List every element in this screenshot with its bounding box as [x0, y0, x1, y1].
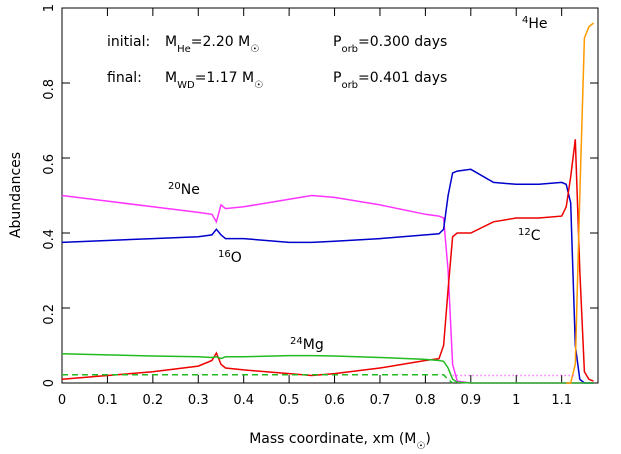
- abundance-line: [62, 374, 454, 384]
- series-label-run: He: [528, 16, 547, 32]
- series-label: 4He: [522, 15, 548, 33]
- series-label-run: 4: [522, 15, 528, 26]
- y-tick-label: 0.6: [42, 154, 57, 175]
- annotation-run: M: [165, 34, 177, 50]
- annotation-run: orb: [341, 80, 358, 91]
- x-tick-label: 1: [512, 393, 520, 408]
- abundance-line: [61, 168, 594, 384]
- y-tick-label: 0.4: [42, 229, 57, 250]
- y-tick-label: 1: [42, 4, 57, 12]
- annotation-run: P: [333, 34, 341, 50]
- annotation-run: M: [165, 70, 177, 86]
- annotation-run: He: [177, 44, 191, 55]
- annotation-run: initial:: [107, 34, 150, 50]
- annotation: Porb=0.401 days: [333, 70, 447, 91]
- series-label-run: 16: [218, 249, 231, 260]
- abundance-line: [61, 139, 594, 382]
- annotation: initial:: [107, 34, 150, 50]
- y-tick-label: 0.2: [42, 304, 57, 325]
- series-label: 16O: [218, 249, 242, 267]
- x-tick-label: 0.2: [143, 393, 164, 408]
- annotation-run: =1.17 M: [195, 70, 254, 86]
- series-label-run: 20: [168, 181, 181, 192]
- annotation-run: =0.300 days: [358, 34, 447, 50]
- x-tick-label: 0.7: [370, 393, 391, 408]
- annotation-run: ☉: [254, 80, 263, 91]
- x-tick-label: 0.9: [460, 393, 481, 408]
- annotation-run: final:: [107, 70, 142, 86]
- x-axis-label-run: Mass coordinate, xm (M: [249, 431, 416, 447]
- plot-frame: [61, 7, 599, 384]
- annotation-run: =2.20 M: [191, 34, 250, 50]
- series-label-run: 24: [290, 336, 303, 347]
- series-label-run: O: [231, 250, 242, 266]
- x-axis-label-run: ): [425, 431, 430, 447]
- annotation-run: ☉: [250, 44, 259, 55]
- abundance-line: [566, 22, 594, 384]
- annotation-run: =0.401 days: [358, 70, 447, 86]
- abundance-line: [61, 194, 594, 384]
- y-tick-label: 0.8: [42, 79, 57, 100]
- annotation: MWD=1.17 M☉: [165, 70, 263, 91]
- abundance-line: [61, 353, 594, 384]
- annotation: Porb=0.300 days: [333, 34, 447, 55]
- annotation: final:: [107, 70, 142, 86]
- annotation-run: WD: [177, 80, 195, 91]
- series-label-run: Mg: [303, 337, 324, 353]
- x-tick-label: 0.6: [324, 393, 345, 408]
- annotation-run: P: [333, 70, 341, 86]
- series-label: 12C: [518, 227, 541, 245]
- series-label: 24Mg: [290, 336, 324, 354]
- x-tick-label: 0.1: [97, 393, 118, 408]
- series-label-run: 12: [518, 227, 531, 238]
- x-axis-label: Mass coordinate, xm (M☉): [249, 431, 431, 452]
- x-tick-label: 0.4: [233, 393, 254, 408]
- series-label-run: Ne: [181, 182, 200, 198]
- annotation: MHe=2.20 M☉: [165, 34, 259, 55]
- y-axis-label: Abundances: [8, 152, 24, 238]
- series-label: 20Ne: [168, 181, 200, 199]
- x-tick-label: 0.8: [415, 393, 436, 408]
- x-tick-label: 1.1: [551, 393, 572, 408]
- y-tick-label: 0: [42, 379, 57, 387]
- series-label-run: C: [531, 228, 541, 244]
- x-tick-label: 0: [58, 393, 66, 408]
- x-tick-label: 0.5: [279, 393, 300, 408]
- x-axis-label-run: ☉: [416, 441, 425, 452]
- x-tick-label: 0.3: [188, 393, 209, 408]
- annotation-run: orb: [341, 44, 358, 55]
